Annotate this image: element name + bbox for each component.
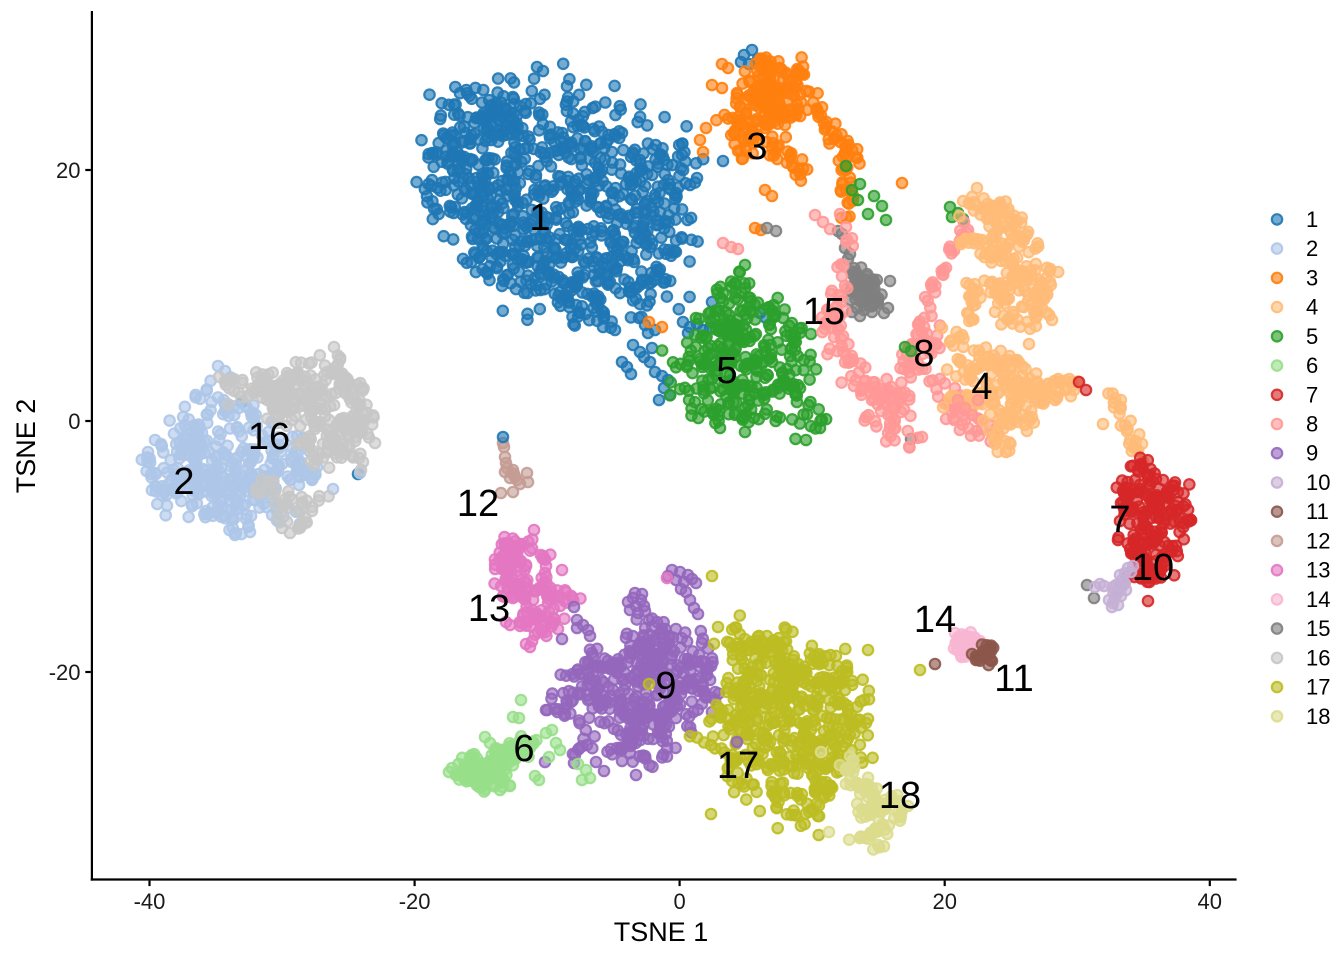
svg-text:3: 3 bbox=[1306, 265, 1318, 290]
svg-text:-20: -20 bbox=[49, 660, 81, 685]
svg-text:0: 0 bbox=[673, 889, 685, 914]
svg-text:1: 1 bbox=[1306, 207, 1318, 232]
svg-text:16: 16 bbox=[248, 416, 290, 458]
svg-text:-40: -40 bbox=[134, 889, 166, 914]
svg-text:11: 11 bbox=[994, 658, 1033, 700]
svg-text:8: 8 bbox=[913, 333, 934, 375]
svg-text:1: 1 bbox=[529, 197, 550, 239]
svg-text:40: 40 bbox=[1198, 889, 1222, 914]
svg-text:18: 18 bbox=[879, 775, 921, 817]
svg-text:20: 20 bbox=[56, 158, 80, 183]
svg-text:10: 10 bbox=[1132, 547, 1174, 589]
svg-text:5: 5 bbox=[716, 350, 737, 392]
svg-text:13: 13 bbox=[468, 588, 510, 630]
svg-text:4: 4 bbox=[1306, 295, 1318, 320]
svg-text:0: 0 bbox=[68, 409, 80, 434]
svg-text:TSNE 1: TSNE 1 bbox=[614, 917, 709, 947]
svg-text:9: 9 bbox=[655, 665, 676, 707]
svg-text:2: 2 bbox=[1306, 236, 1318, 261]
svg-text:14: 14 bbox=[914, 599, 956, 641]
svg-text:20: 20 bbox=[932, 889, 956, 914]
svg-text:3: 3 bbox=[746, 126, 767, 168]
svg-text:12: 12 bbox=[457, 483, 499, 525]
svg-text:-20: -20 bbox=[399, 889, 431, 914]
svg-text:17: 17 bbox=[717, 745, 759, 787]
svg-text:6: 6 bbox=[513, 728, 534, 770]
svg-text:7: 7 bbox=[1109, 499, 1130, 541]
svg-text:4: 4 bbox=[971, 366, 992, 408]
svg-text:TSNE 2: TSNE 2 bbox=[11, 399, 41, 494]
svg-text:2: 2 bbox=[173, 461, 194, 503]
svg-text:15: 15 bbox=[803, 291, 845, 333]
